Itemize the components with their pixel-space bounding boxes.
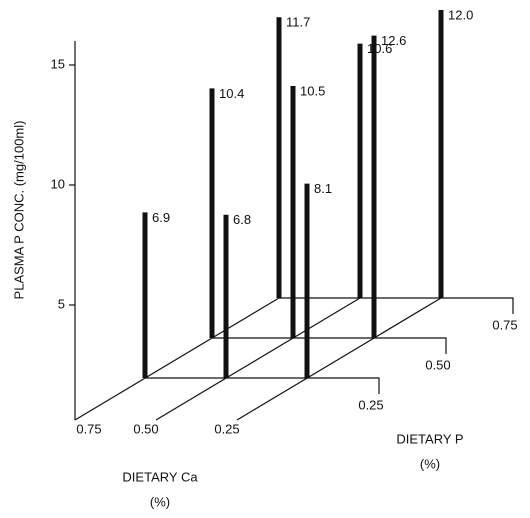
- floor-line: [279, 297, 514, 314]
- value-label: 12.0: [448, 7, 473, 22]
- value-label: 10.5: [300, 83, 325, 98]
- value-label: 10.4: [219, 86, 244, 101]
- value-label: 8.1: [314, 181, 332, 196]
- x-axis-label: DIETARY Ca: [122, 469, 198, 484]
- x-tick-label: 0.25: [214, 421, 239, 436]
- floor-line: [236, 297, 442, 421]
- value-label: 12.6: [381, 33, 406, 48]
- floor-line: [212, 337, 447, 354]
- y-axis-label: PLASMA P CONC. (mg/100ml): [11, 121, 26, 300]
- y-tick-label: 5: [58, 296, 65, 311]
- floor-line: [145, 377, 380, 394]
- z-axis-label: DIETARY P: [396, 431, 463, 446]
- floor-line: [74, 297, 280, 421]
- floor-line: [155, 297, 361, 421]
- z-tick-label: 0.25: [358, 397, 383, 412]
- y-tick-label: 15: [51, 56, 65, 71]
- value-label: 6.8: [233, 212, 251, 227]
- x-tick-label: 0.50: [133, 421, 158, 436]
- y-tick-label: 10: [51, 176, 65, 191]
- z-tick-label: 0.75: [492, 317, 517, 332]
- z-tick-label: 0.50: [425, 357, 450, 372]
- x-tick-label: 0.75: [76, 421, 101, 436]
- x-axis-label: (%): [150, 494, 170, 509]
- z-axis-label: (%): [420, 456, 440, 471]
- value-label: 11.7: [286, 15, 310, 30]
- value-label: 6.9: [152, 210, 170, 225]
- value-label: 10.6: [367, 41, 392, 56]
